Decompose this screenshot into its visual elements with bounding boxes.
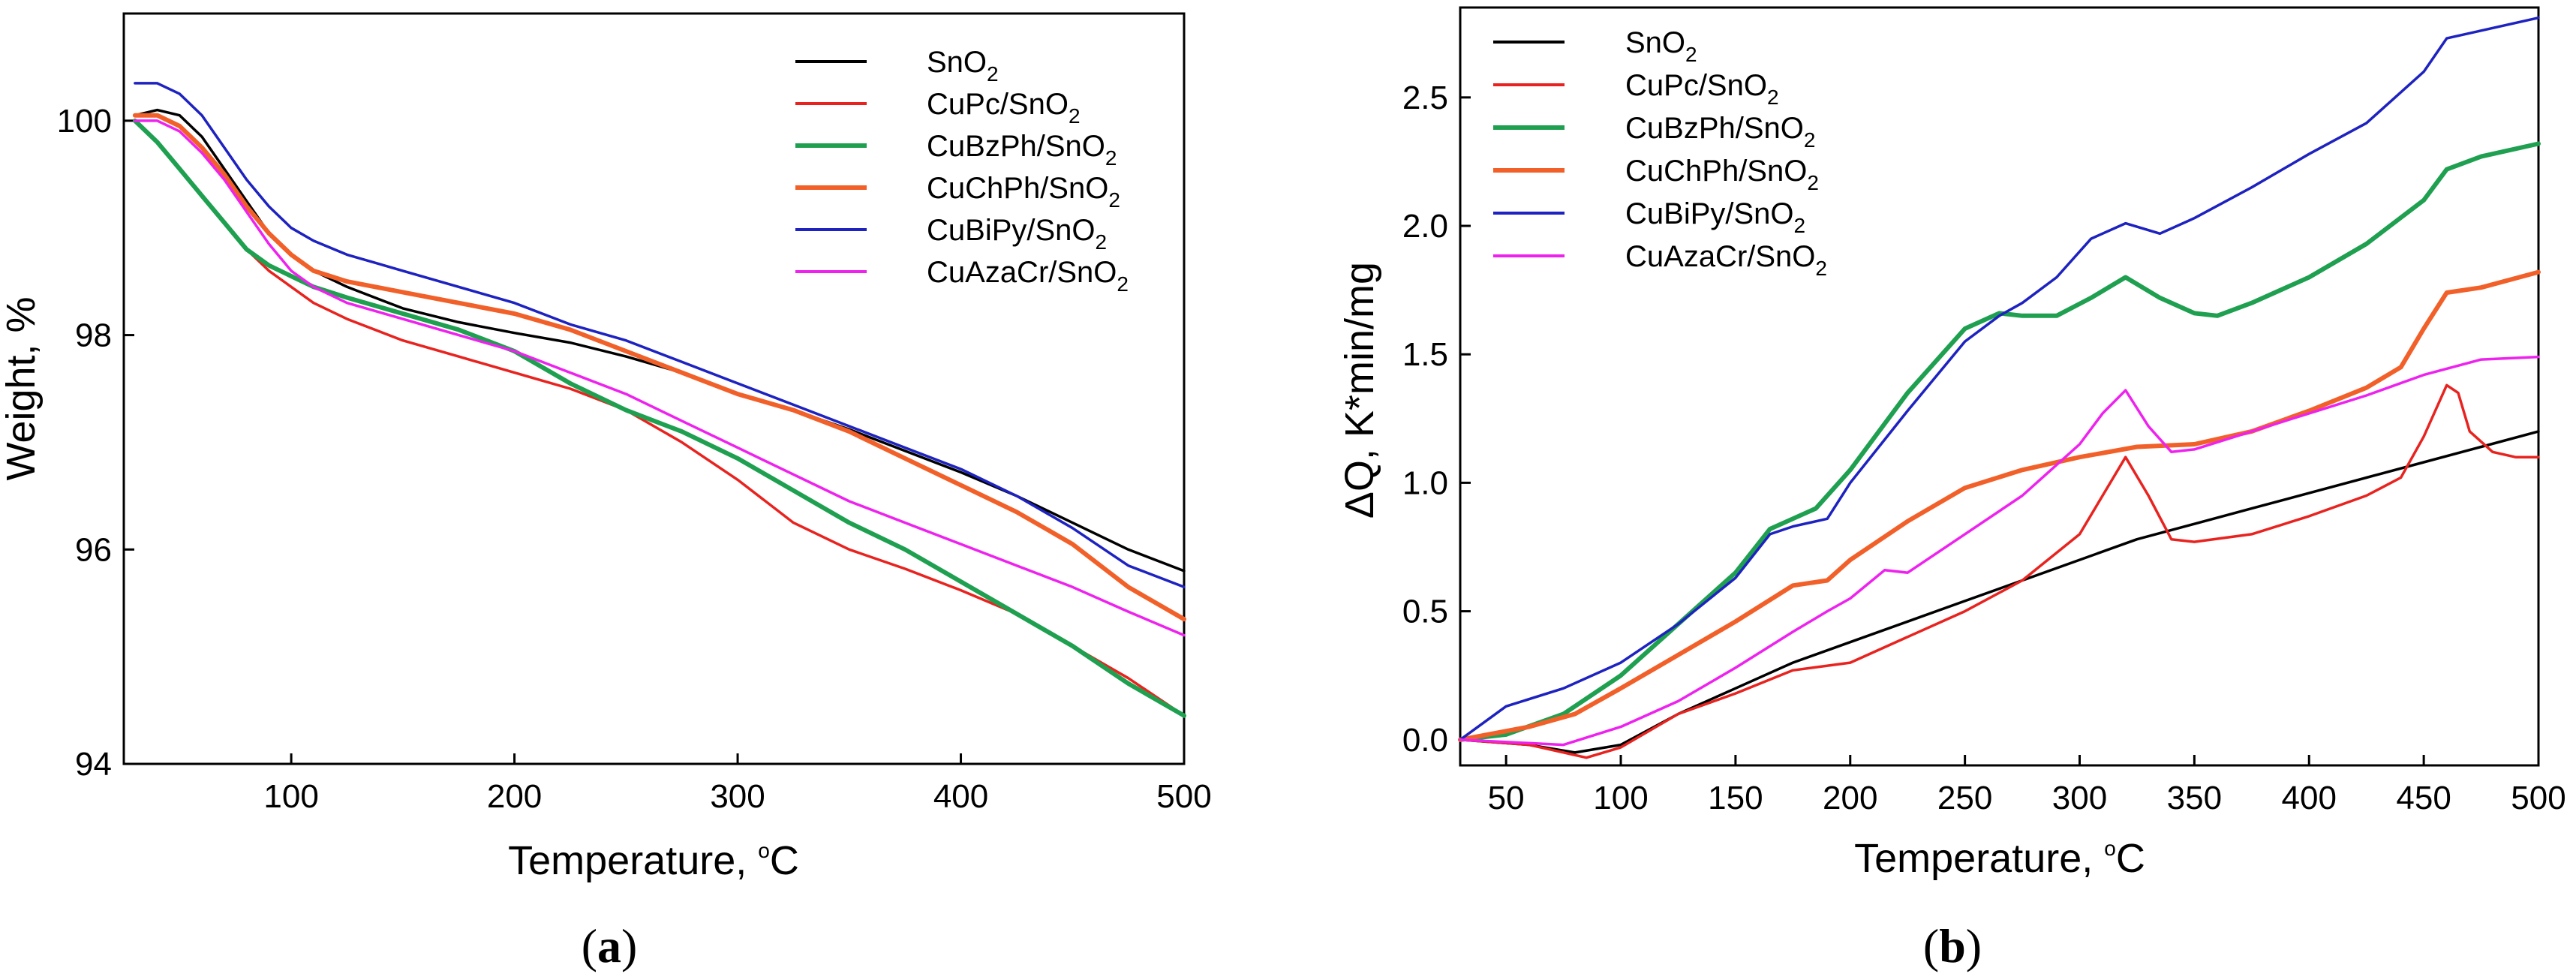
a-series-line-4 bbox=[134, 82, 1186, 589]
b-legend-label-1: CuPc/SnO2 bbox=[1625, 69, 1779, 109]
panel-b-y-axis-label: ΔQ, K*min/mg bbox=[1337, 262, 1382, 519]
a-x-tick-label: 100 bbox=[263, 778, 318, 815]
b-y-tick-label: 2.0 bbox=[1402, 208, 1448, 245]
a-series-line-5 bbox=[134, 119, 1186, 637]
a-y-tick-label: 94 bbox=[75, 746, 112, 783]
panel-a-plot-frame bbox=[122, 12, 1186, 765]
a-y-tick-label: 100 bbox=[57, 103, 112, 140]
b-series-line-3 bbox=[1458, 269, 2541, 742]
panel-b-chart: 50 100 150 200 250 300 350 400 450 500 0.0 0.5 1.0 1.… bbox=[1337, 6, 2566, 972]
panel-a-label: (a) bbox=[582, 919, 638, 972]
b-y-tick-label: 2.5 bbox=[1402, 80, 1448, 116]
a-series-line-1 bbox=[134, 119, 1186, 717]
b-y-tick-label: 1.5 bbox=[1402, 336, 1448, 373]
a-y-tick-label: 98 bbox=[75, 317, 112, 354]
b-series-line-2 bbox=[1458, 141, 2541, 742]
a-series-line-2 bbox=[132, 118, 1186, 718]
panel-a-series bbox=[132, 82, 1186, 718]
a-legend-label-3: CuChPh/SnO2 bbox=[927, 172, 1120, 212]
a-y-tick-label: 96 bbox=[75, 531, 112, 568]
b-x-tick-label: 150 bbox=[1708, 780, 1763, 816]
b-y-tick-label: 0.5 bbox=[1402, 594, 1448, 630]
b-legend-label-2: CuBzPh/SnO2 bbox=[1625, 112, 1815, 152]
a-legend-label-1: CuPc/SnO2 bbox=[927, 88, 1081, 128]
b-legend-label-4: CuBiPy/SnO2 bbox=[1625, 197, 1805, 237]
panel-b-ticks: 50 100 150 200 250 300 350 400 450 500 0.0 0.5 1.0 1.… bbox=[1402, 80, 2566, 816]
b-y-tick-label: 0.0 bbox=[1402, 722, 1448, 759]
panel-b-label: (b) bbox=[1923, 919, 1982, 972]
b-x-tick-label: 50 bbox=[1488, 780, 1525, 816]
panel-a-legend: SnO2CuPc/SnO2CuBzPh/SnO2CuChPh/SnO2CuBiP… bbox=[795, 46, 1129, 296]
a-legend-label-5: CuAzaCr/SnO2 bbox=[927, 256, 1129, 296]
panel-a-x-axis-label: Temperature, oC bbox=[508, 838, 799, 883]
b-x-tick-label: 400 bbox=[2282, 780, 2337, 816]
a-x-tick-label: 200 bbox=[487, 778, 542, 815]
a-legend-label-4: CuBiPy/SnO2 bbox=[927, 214, 1107, 254]
b-legend-label-0: SnO2 bbox=[1625, 26, 1697, 66]
b-x-tick-label: 300 bbox=[2052, 780, 2107, 816]
panel-b-plot-frame bbox=[1459, 6, 2540, 767]
a-x-tick-label: 300 bbox=[710, 778, 765, 815]
a-legend-label-2: CuBzPh/SnO2 bbox=[927, 130, 1117, 170]
panel-b-legend: SnO2CuPc/SnO2CuBzPh/SnO2CuChPh/SnO2CuBiP… bbox=[1493, 26, 1827, 280]
a-legend-label-0: SnO2 bbox=[927, 46, 999, 86]
b-x-tick-label: 250 bbox=[1937, 780, 1992, 816]
panel-a-ticks: 100 200 300 400 500 94 96 98 100 bbox=[57, 103, 1212, 815]
a-series-line-3 bbox=[132, 113, 1186, 622]
b-series-line-0 bbox=[1459, 430, 2540, 754]
b-x-tick-label: 450 bbox=[2396, 780, 2451, 816]
b-series-line-4 bbox=[1459, 16, 2540, 741]
b-x-tick-label: 500 bbox=[2511, 780, 2565, 816]
a-x-tick-label: 400 bbox=[933, 778, 988, 815]
a-series-line-0 bbox=[134, 108, 1186, 573]
b-series-line-1 bbox=[1459, 383, 2540, 759]
b-legend-label-3: CuChPh/SnO2 bbox=[1625, 155, 1819, 194]
b-series-line-5 bbox=[1459, 355, 2540, 747]
b-legend-label-5: CuAzaCr/SnO2 bbox=[1625, 240, 1827, 280]
a-x-tick-label: 500 bbox=[1156, 778, 1211, 815]
panel-a-y-axis-label: Weight, % bbox=[0, 296, 44, 480]
b-x-tick-label: 100 bbox=[1593, 780, 1648, 816]
b-x-tick-label: 350 bbox=[2167, 780, 2222, 816]
b-y-tick-label: 1.0 bbox=[1402, 464, 1448, 501]
panel-b-series bbox=[1458, 16, 2541, 759]
b-x-tick-label: 200 bbox=[1823, 780, 1877, 816]
panel-b-x-axis-label: Temperature, oC bbox=[1854, 836, 2145, 881]
